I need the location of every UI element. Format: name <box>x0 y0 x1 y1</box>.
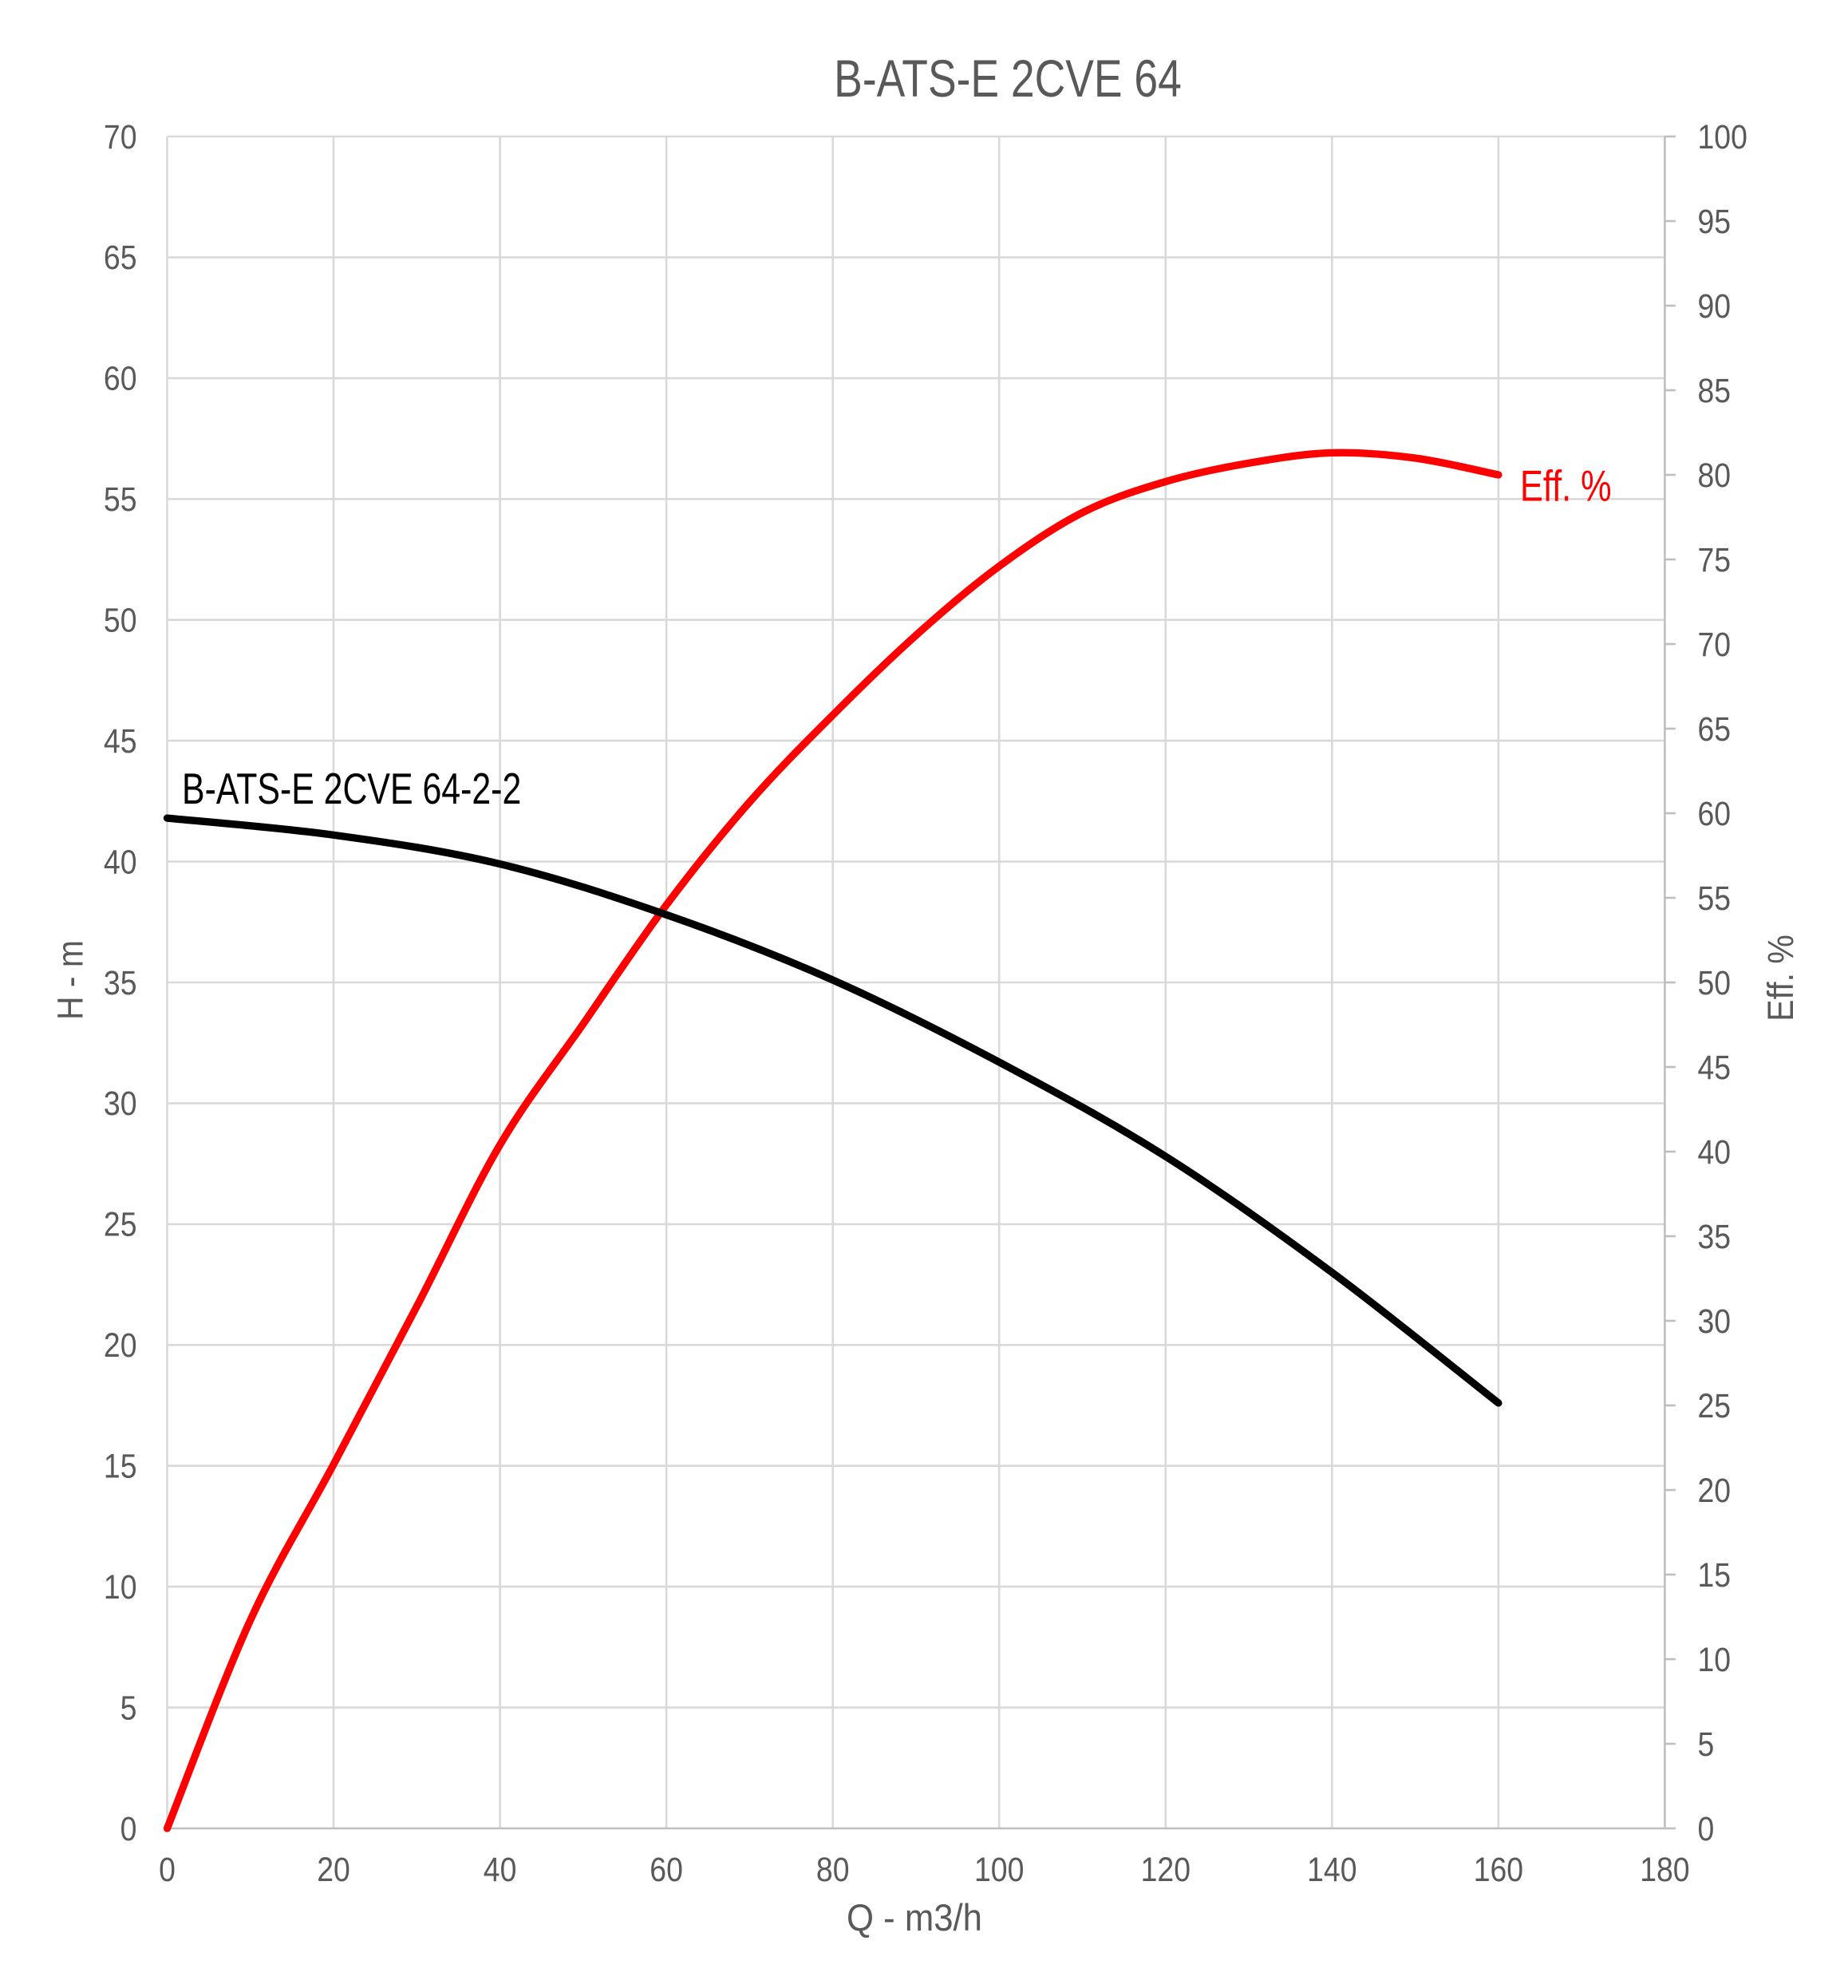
svg-text:65: 65 <box>104 239 137 277</box>
svg-text:35: 35 <box>104 963 137 1002</box>
svg-text:25: 25 <box>104 1205 137 1243</box>
svg-text:20: 20 <box>104 1326 137 1365</box>
svg-text:5: 5 <box>120 1689 137 1727</box>
svg-text:30: 30 <box>1698 1302 1732 1340</box>
svg-text:10: 10 <box>1698 1640 1732 1678</box>
svg-text:45: 45 <box>104 721 137 760</box>
svg-text:90: 90 <box>1698 287 1732 325</box>
svg-text:H - m: H - m <box>51 940 91 1020</box>
svg-text:50: 50 <box>1698 963 1732 1002</box>
svg-text:160: 160 <box>1474 1851 1523 1889</box>
svg-text:40: 40 <box>484 1851 517 1889</box>
svg-text:B-ATS-E 2CVE 64: B-ATS-E 2CVE 64 <box>834 49 1182 109</box>
svg-text:Eff. %: Eff. % <box>1761 935 1801 1021</box>
svg-text:40: 40 <box>1698 1132 1732 1171</box>
svg-text:15: 15 <box>104 1447 137 1485</box>
svg-text:25: 25 <box>1698 1386 1732 1425</box>
svg-text:0: 0 <box>159 1851 176 1889</box>
svg-text:5: 5 <box>1698 1725 1715 1763</box>
svg-text:100: 100 <box>1698 117 1747 156</box>
svg-text:0: 0 <box>1698 1809 1715 1848</box>
svg-text:10: 10 <box>104 1567 137 1606</box>
svg-text:140: 140 <box>1307 1851 1356 1889</box>
svg-text:35: 35 <box>1698 1217 1732 1255</box>
svg-text:0: 0 <box>120 1809 137 1848</box>
svg-text:85: 85 <box>1698 371 1732 409</box>
svg-text:120: 120 <box>1141 1851 1191 1889</box>
svg-text:50: 50 <box>104 601 137 639</box>
svg-text:20: 20 <box>317 1851 350 1889</box>
svg-text:80: 80 <box>816 1851 850 1889</box>
svg-text:60: 60 <box>104 359 137 397</box>
svg-text:95: 95 <box>1698 202 1732 240</box>
svg-text:Q - m3/h: Q - m3/h <box>847 1897 982 1939</box>
svg-text:100: 100 <box>974 1851 1024 1889</box>
svg-text:80: 80 <box>1698 456 1732 494</box>
svg-text:65: 65 <box>1698 709 1732 748</box>
svg-text:60: 60 <box>1698 794 1732 832</box>
svg-text:30: 30 <box>104 1085 137 1123</box>
svg-text:70: 70 <box>104 117 137 156</box>
svg-text:55: 55 <box>1698 879 1732 917</box>
svg-text:40: 40 <box>104 843 137 881</box>
svg-text:55: 55 <box>104 480 137 519</box>
svg-text:60: 60 <box>650 1851 683 1889</box>
svg-text:20: 20 <box>1698 1471 1732 1509</box>
svg-text:Eff. %: Eff. % <box>1520 462 1612 511</box>
svg-text:70: 70 <box>1698 625 1732 663</box>
svg-text:15: 15 <box>1698 1555 1732 1594</box>
svg-text:75: 75 <box>1698 540 1732 579</box>
svg-text:B-ATS-E 2CVE 64-2-2: B-ATS-E 2CVE 64-2-2 <box>182 765 521 813</box>
svg-text:180: 180 <box>1640 1851 1689 1889</box>
svg-text:45: 45 <box>1698 1048 1732 1086</box>
